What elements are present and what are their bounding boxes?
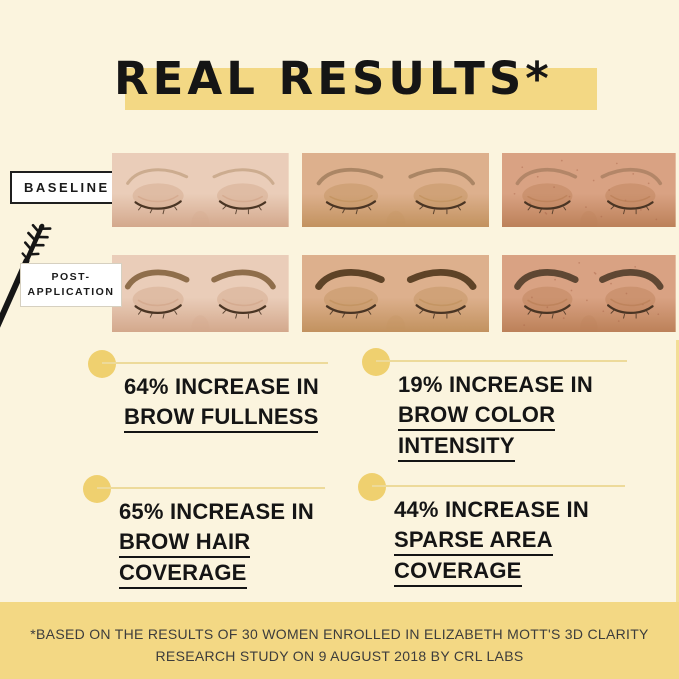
bullet-dot-icon (88, 350, 116, 378)
page-title: REAL RESULTS* (114, 52, 553, 105)
photo-post-1 (112, 255, 289, 332)
right-edge-strip (676, 340, 679, 679)
stat-underlined-line: BROW FULLNESS (124, 402, 319, 433)
photo-baseline-1 (112, 153, 289, 227)
baseline-label: BASELINE (24, 180, 110, 195)
bullet-dot-icon (362, 348, 390, 376)
connector-line (102, 362, 328, 364)
stat-underlined-line: COVERAGE (119, 558, 314, 589)
stat-headline: 65% INCREASE IN (119, 499, 314, 524)
baseline-photo-row (112, 153, 676, 227)
stat-headline: 64% INCREASE IN (124, 374, 319, 399)
post-application-label-line2: APPLICATION (27, 286, 115, 298)
footnote-line1: *BASED ON THE RESULTS OF 30 WOMEN ENROLL… (30, 626, 649, 642)
baseline-label-box: BASELINE (10, 171, 132, 204)
post-application-photo-row (112, 255, 676, 332)
title-highlight-bar (125, 68, 597, 110)
photo-post-2 (301, 255, 490, 332)
connector-line (376, 360, 627, 362)
stat-underlined-line: BROW COLOR (398, 400, 593, 431)
footnote-band: *BASED ON THE RESULTS OF 30 WOMEN ENROLL… (0, 602, 679, 679)
stat-headline: 44% INCREASE IN (394, 497, 589, 522)
footnote-line2: RESEARCH STUDY ON 9 AUGUST 2018 BY CRL L… (155, 648, 524, 664)
stat-underlined-line: INTENSITY (398, 431, 593, 462)
stat-underlined-line: BROW HAIR (119, 527, 314, 558)
stat-underlined-line: COVERAGE (394, 556, 589, 587)
stat-underlined-line: SPARSE AREA (394, 525, 589, 556)
post-application-label-box: POST- APPLICATION (20, 263, 122, 307)
stat-headline: 19% INCREASE IN (398, 372, 593, 397)
connector-line (372, 485, 625, 487)
bullet-dot-icon (358, 473, 386, 501)
connector-line (97, 487, 325, 489)
photo-post-3 (502, 255, 676, 332)
bullet-dot-icon (83, 475, 111, 503)
photo-baseline-3 (502, 153, 676, 227)
post-application-label-line1: POST- (51, 271, 91, 283)
photo-baseline-2 (301, 153, 490, 227)
